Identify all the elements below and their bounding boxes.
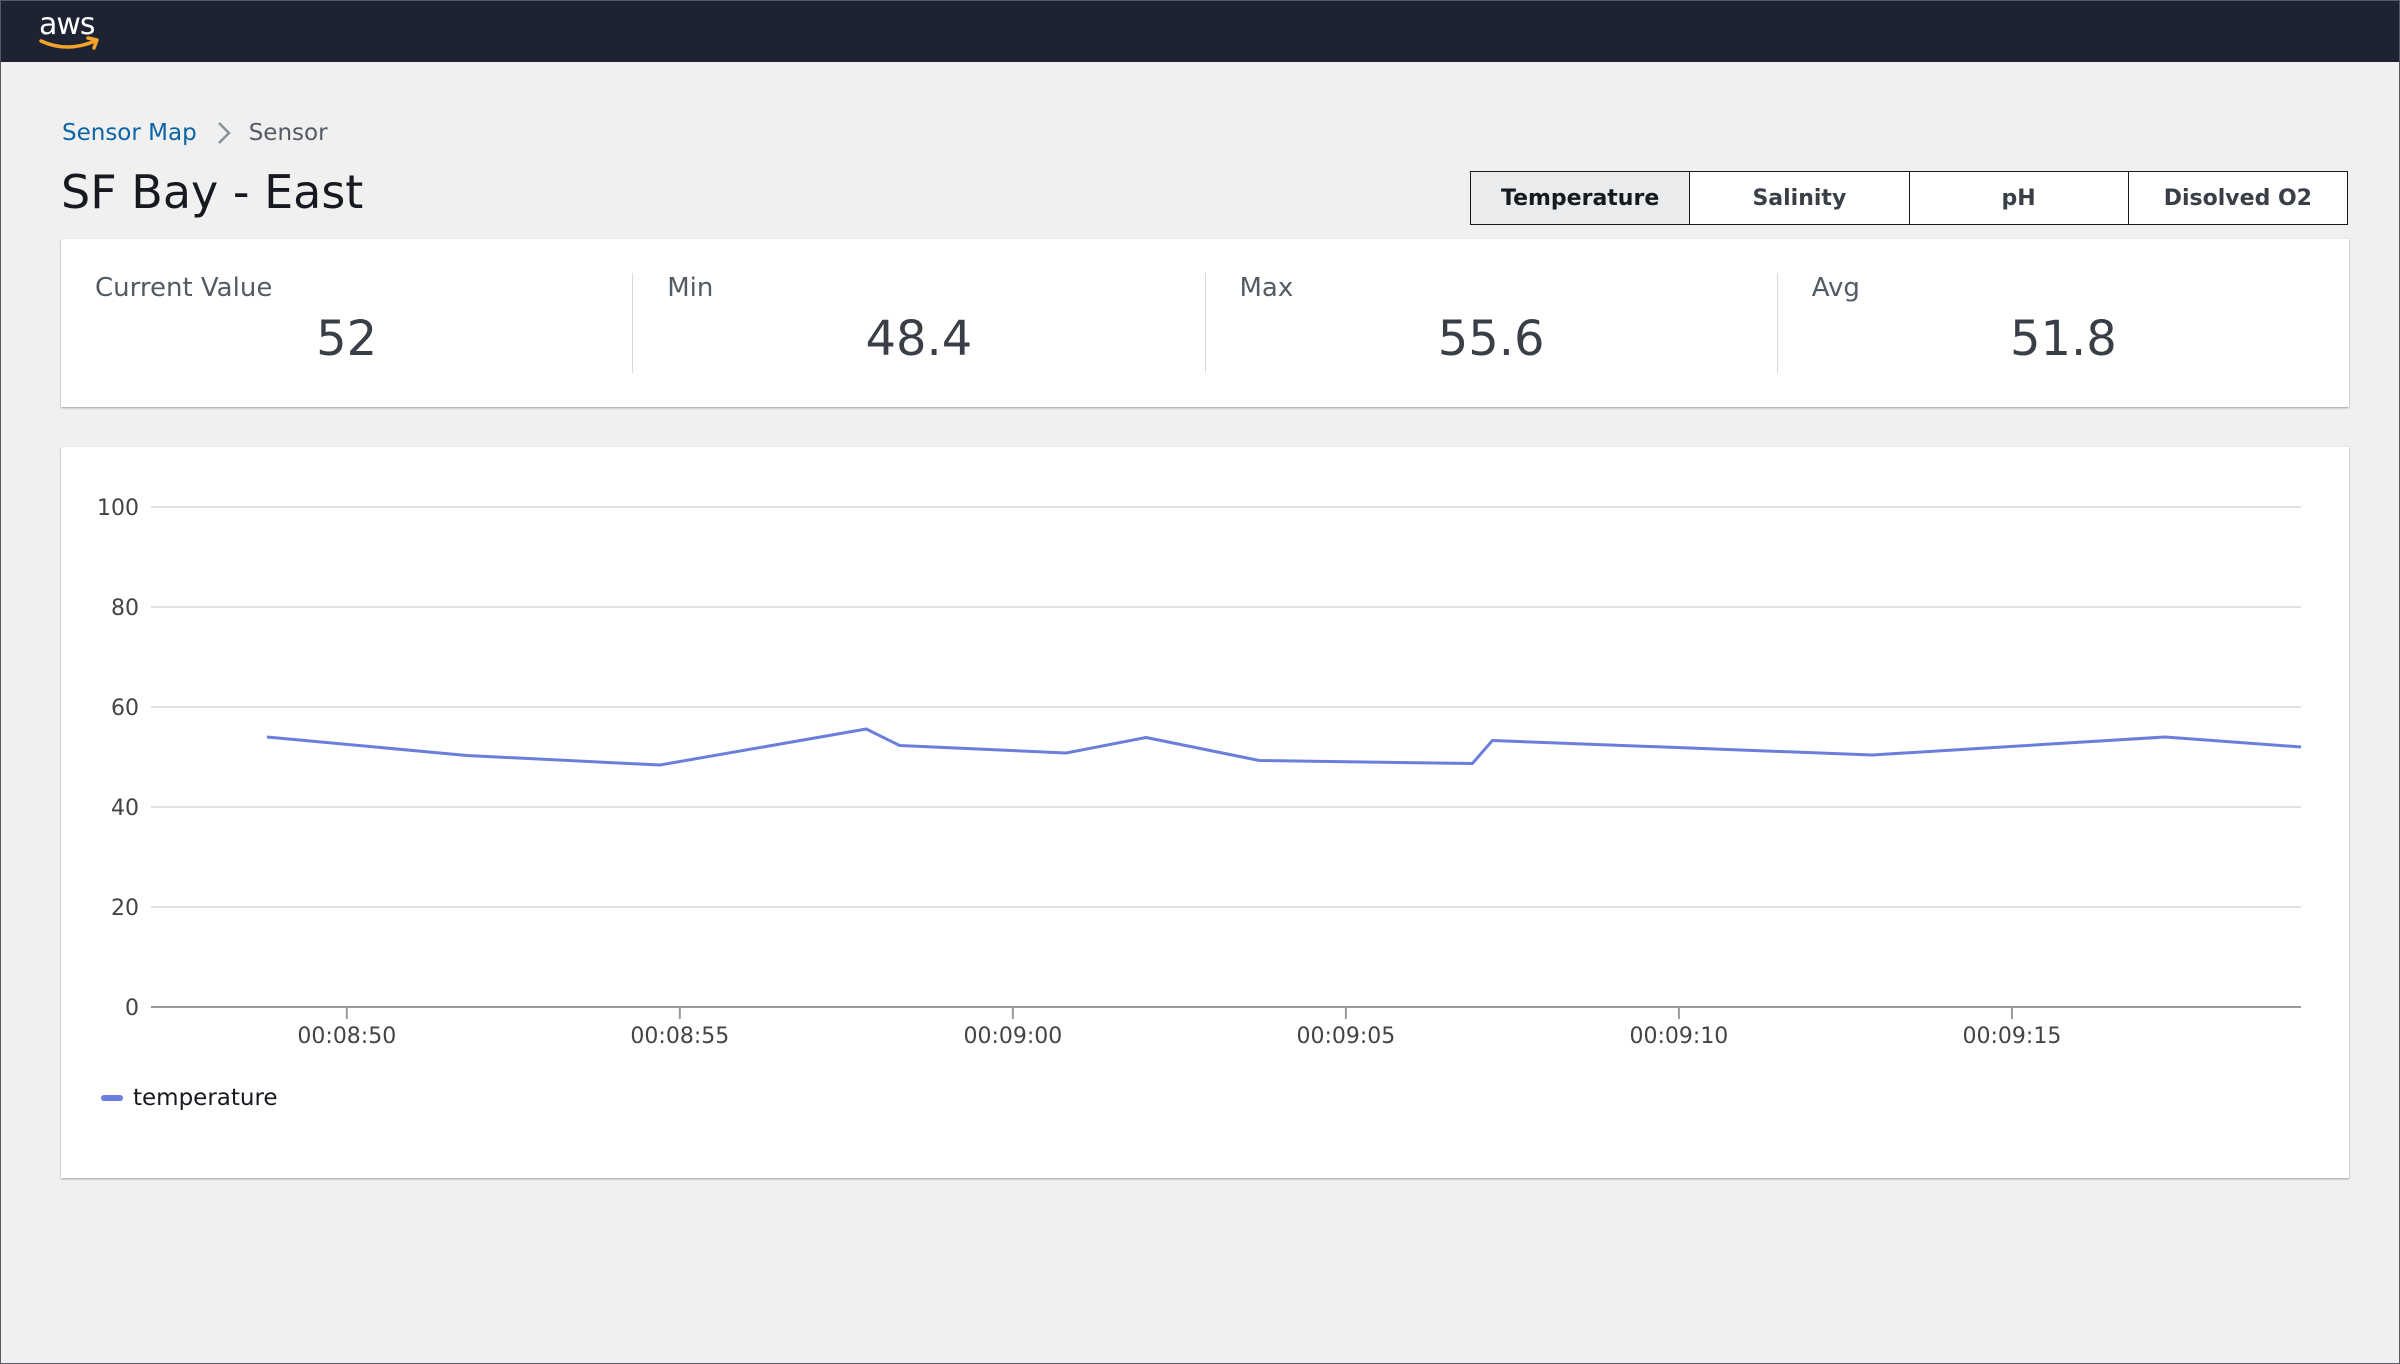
tab-ph[interactable]: pH (1909, 172, 2129, 224)
stats-panel: Current Value 52 Min 48.4 Max 55.6 Avg 5… (61, 239, 2349, 407)
y-tick-label: 60 (111, 696, 139, 721)
x-tick-label: 00:08:50 (297, 1024, 396, 1049)
y-tick-label: 20 (111, 896, 139, 921)
stat-value: 52 (316, 311, 378, 367)
stat-label: Avg (1811, 273, 1860, 303)
stat-value: 48.4 (865, 311, 973, 367)
stat-avg: Avg 51.8 (1776, 273, 2349, 373)
x-tick-label: 00:09:15 (1963, 1024, 2062, 1049)
stat-min: Min 48.4 (632, 273, 1204, 373)
breadcrumb-current: Sensor (248, 120, 328, 146)
stat-label: Current Value (95, 273, 273, 303)
legend-label[interactable]: temperature (133, 1085, 278, 1111)
top-navigation-bar: aws (1, 1, 2399, 62)
breadcrumb-link-sensor-map[interactable]: Sensor Map (62, 120, 197, 146)
x-tick-label: 00:09:10 (1630, 1024, 1729, 1049)
metric-segmented-control: Temperature Salinity pH Disolved O2 (1470, 171, 2348, 225)
y-tick-label: 40 (111, 796, 139, 821)
tab-disolved-o2[interactable]: Disolved O2 (2128, 172, 2347, 224)
x-tick-label: 00:08:55 (630, 1024, 729, 1049)
page-title: SF Bay - East (61, 165, 364, 219)
tab-temperature[interactable]: Temperature (1471, 172, 1691, 224)
x-tick-label: 00:09:05 (1296, 1024, 1395, 1049)
series-line-temperature (266, 727, 2302, 767)
stat-value: 51.8 (2009, 311, 2117, 367)
x-tick-label: 00:09:00 (963, 1024, 1062, 1049)
chart-legend: temperature (101, 1085, 278, 1111)
aws-logo[interactable]: aws (39, 7, 105, 53)
temperature-line-chart: 0 20 40 60 80 100 00:08:50 00:08:55 00:09:00 00:0… (97, 496, 2302, 1049)
smile-arrow-icon (39, 36, 99, 50)
stat-label: Min (667, 273, 714, 303)
tab-salinity[interactable]: Salinity (1690, 172, 1910, 224)
temperature-chart-card: 0 20 40 60 80 100 00:08:50 00:08:55 00:09:00 00:0… (61, 447, 2349, 1178)
y-tick-label: 100 (97, 496, 139, 521)
stat-value: 55.6 (1437, 311, 1545, 367)
stat-max: Max 55.6 (1204, 273, 1777, 373)
y-tick-label: 80 (111, 596, 139, 621)
logo-text: aws (39, 7, 96, 42)
y-tick-label: 0 (125, 996, 139, 1021)
stat-current-value: Current Value 52 (61, 273, 632, 373)
stat-label: Max (1239, 273, 1294, 303)
legend-swatch (101, 1095, 123, 1101)
breadcrumb: Sensor Map Sensor (62, 117, 328, 149)
chevron-right-icon (217, 121, 231, 145)
